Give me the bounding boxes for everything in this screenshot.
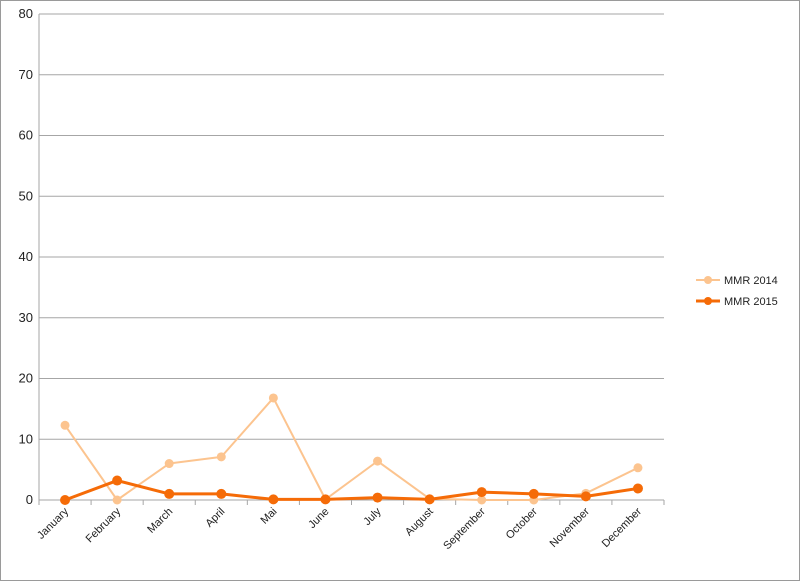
series-1 — [60, 475, 643, 505]
x-tick-label: July — [361, 505, 384, 528]
y-axis: 0 10 20 30 40 50 60 70 80 — [19, 6, 40, 507]
series-line — [64, 479, 639, 502]
series-line — [64, 396, 639, 501]
y-tick-label: 20 — [19, 371, 33, 386]
data-point — [216, 452, 226, 462]
data-point — [60, 495, 71, 505]
data-point — [633, 463, 643, 473]
data-point — [216, 488, 227, 499]
y-tick-label: 60 — [19, 128, 33, 143]
y-tick-label: 40 — [19, 249, 33, 264]
y-tick-label: 30 — [19, 310, 33, 325]
data-point — [320, 494, 331, 505]
legend-item: MMR 2015 — [696, 296, 778, 308]
data-point — [372, 492, 383, 503]
x-tick-label: April — [203, 506, 227, 530]
x-tick-label: November — [548, 505, 593, 550]
data-point — [580, 491, 591, 502]
x-tick-label: January — [35, 505, 72, 542]
y-tick-label: 50 — [19, 188, 33, 203]
data-point — [528, 488, 539, 499]
x-tick-label: February — [84, 505, 124, 545]
x-tick-label: March — [145, 506, 175, 536]
x-tick-label: October — [504, 505, 540, 541]
data-point — [268, 494, 279, 505]
legend-label: MMR 2015 — [724, 296, 778, 308]
data-point — [632, 483, 643, 494]
x-axis: January February March April Mai June July Augu… — [35, 500, 665, 552]
y-tick-label: 80 — [19, 6, 33, 21]
x-tick-label: Mai — [258, 506, 279, 527]
data-point — [60, 420, 70, 430]
data-point — [268, 393, 278, 403]
data-point — [112, 495, 122, 505]
data-point — [164, 459, 174, 469]
data-point — [112, 475, 123, 486]
data-point — [476, 487, 487, 498]
data-point — [477, 495, 487, 505]
gridlines — [39, 13, 664, 501]
data-point — [164, 488, 175, 499]
data-point — [424, 494, 435, 505]
x-tick-label: December — [600, 505, 645, 550]
legend-label: MMR 2014 — [724, 275, 778, 287]
legend-marker — [704, 276, 712, 284]
x-tick-label: September — [441, 505, 488, 552]
series-layer — [60, 393, 643, 505]
y-tick-label: 0 — [26, 492, 33, 507]
legend: MMR 2014 MMR 2015 — [696, 275, 778, 308]
x-tick-label: June — [306, 506, 331, 531]
legend-marker — [704, 297, 712, 305]
data-point — [373, 456, 383, 466]
legend-item: MMR 2014 — [696, 275, 778, 287]
y-tick-label: 70 — [19, 67, 33, 82]
x-tick-label: August — [403, 506, 436, 539]
y-tick-label: 10 — [19, 431, 33, 446]
